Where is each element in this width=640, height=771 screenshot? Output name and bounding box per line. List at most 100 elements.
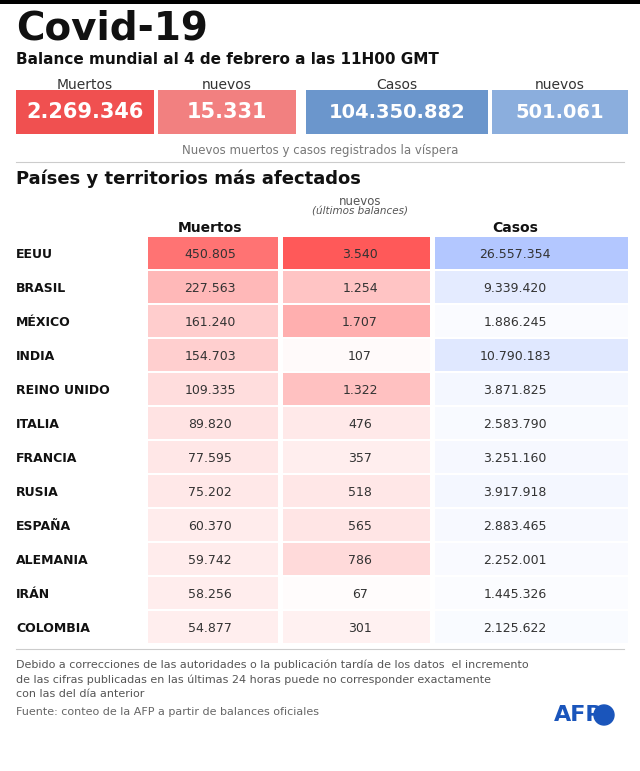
Text: 1.707: 1.707 bbox=[342, 315, 378, 328]
Text: Casos: Casos bbox=[492, 221, 538, 235]
Text: 1.254: 1.254 bbox=[342, 281, 378, 295]
Text: 26.557.354: 26.557.354 bbox=[479, 247, 551, 261]
Text: 501.061: 501.061 bbox=[516, 103, 604, 122]
Text: BRASIL: BRASIL bbox=[16, 281, 67, 295]
Text: 2.125.622: 2.125.622 bbox=[483, 621, 547, 635]
Text: 2.883.465: 2.883.465 bbox=[483, 520, 547, 533]
Text: AFP: AFP bbox=[554, 705, 602, 725]
Text: 107: 107 bbox=[348, 349, 372, 362]
Text: (últimos balances): (últimos balances) bbox=[312, 207, 408, 217]
FancyBboxPatch shape bbox=[435, 339, 628, 371]
FancyBboxPatch shape bbox=[435, 509, 628, 541]
FancyBboxPatch shape bbox=[435, 543, 628, 575]
Circle shape bbox=[594, 705, 614, 725]
FancyBboxPatch shape bbox=[148, 237, 278, 269]
Text: INDIA: INDIA bbox=[16, 349, 55, 362]
FancyBboxPatch shape bbox=[148, 305, 278, 337]
FancyBboxPatch shape bbox=[283, 611, 430, 643]
Text: 109.335: 109.335 bbox=[184, 383, 236, 396]
FancyBboxPatch shape bbox=[148, 339, 278, 371]
Text: ITALIA: ITALIA bbox=[16, 418, 60, 430]
Text: 67: 67 bbox=[352, 588, 368, 601]
Text: nuevos: nuevos bbox=[202, 78, 252, 92]
Text: 450.805: 450.805 bbox=[184, 247, 236, 261]
Text: 3.871.825: 3.871.825 bbox=[483, 383, 547, 396]
Text: IRÁN: IRÁN bbox=[16, 588, 50, 601]
Text: 1.322: 1.322 bbox=[342, 383, 378, 396]
Text: 9.339.420: 9.339.420 bbox=[483, 281, 547, 295]
Text: 89.820: 89.820 bbox=[188, 418, 232, 430]
FancyBboxPatch shape bbox=[435, 305, 628, 337]
FancyBboxPatch shape bbox=[148, 509, 278, 541]
FancyBboxPatch shape bbox=[283, 305, 430, 337]
FancyBboxPatch shape bbox=[148, 577, 278, 609]
Text: ESPAÑA: ESPAÑA bbox=[16, 520, 71, 533]
FancyBboxPatch shape bbox=[283, 407, 430, 439]
Text: Muertos: Muertos bbox=[178, 221, 243, 235]
FancyBboxPatch shape bbox=[283, 339, 430, 371]
Text: 1.445.326: 1.445.326 bbox=[483, 588, 547, 601]
FancyBboxPatch shape bbox=[0, 0, 640, 4]
FancyBboxPatch shape bbox=[148, 407, 278, 439]
FancyBboxPatch shape bbox=[435, 475, 628, 507]
Text: nuevos: nuevos bbox=[339, 195, 381, 208]
Text: 2.583.790: 2.583.790 bbox=[483, 418, 547, 430]
Text: 75.202: 75.202 bbox=[188, 486, 232, 499]
FancyBboxPatch shape bbox=[435, 577, 628, 609]
Text: 3.540: 3.540 bbox=[342, 247, 378, 261]
FancyBboxPatch shape bbox=[16, 90, 154, 134]
FancyBboxPatch shape bbox=[283, 441, 430, 473]
FancyBboxPatch shape bbox=[435, 373, 628, 405]
Text: 2.269.346: 2.269.346 bbox=[26, 102, 144, 122]
Text: RUSIA: RUSIA bbox=[16, 486, 59, 499]
FancyBboxPatch shape bbox=[435, 271, 628, 303]
Text: 10.790.183: 10.790.183 bbox=[479, 349, 551, 362]
Text: Debido a correcciones de las autoridades o la publicación tardía de los datos  e: Debido a correcciones de las autoridades… bbox=[16, 659, 529, 699]
FancyBboxPatch shape bbox=[158, 90, 296, 134]
Text: 1.886.245: 1.886.245 bbox=[483, 315, 547, 328]
Text: Nuevos muertos y casos registrados la víspera: Nuevos muertos y casos registrados la ví… bbox=[182, 144, 458, 157]
Text: ALEMANIA: ALEMANIA bbox=[16, 554, 88, 567]
Text: COLOMBIA: COLOMBIA bbox=[16, 621, 90, 635]
Text: 2.252.001: 2.252.001 bbox=[483, 554, 547, 567]
Text: 3.251.160: 3.251.160 bbox=[483, 452, 547, 464]
Text: 59.742: 59.742 bbox=[188, 554, 232, 567]
FancyBboxPatch shape bbox=[435, 407, 628, 439]
Text: 15.331: 15.331 bbox=[187, 102, 268, 122]
FancyBboxPatch shape bbox=[435, 441, 628, 473]
Text: 161.240: 161.240 bbox=[184, 315, 236, 328]
Text: Covid-19: Covid-19 bbox=[16, 10, 208, 48]
FancyBboxPatch shape bbox=[283, 271, 430, 303]
FancyBboxPatch shape bbox=[148, 373, 278, 405]
FancyBboxPatch shape bbox=[148, 441, 278, 473]
FancyBboxPatch shape bbox=[148, 611, 278, 643]
Text: Muertos: Muertos bbox=[57, 78, 113, 92]
Text: 786: 786 bbox=[348, 554, 372, 567]
FancyBboxPatch shape bbox=[148, 271, 278, 303]
Text: 518: 518 bbox=[348, 486, 372, 499]
Text: 3.917.918: 3.917.918 bbox=[483, 486, 547, 499]
Text: Fuente: conteo de la AFP a partir de balances oficiales: Fuente: conteo de la AFP a partir de bal… bbox=[16, 707, 319, 717]
Text: 58.256: 58.256 bbox=[188, 588, 232, 601]
FancyBboxPatch shape bbox=[283, 373, 430, 405]
Text: 154.703: 154.703 bbox=[184, 349, 236, 362]
FancyBboxPatch shape bbox=[148, 475, 278, 507]
Text: 357: 357 bbox=[348, 452, 372, 464]
FancyBboxPatch shape bbox=[283, 237, 430, 269]
Text: Balance mundial al 4 de febrero a las 11H00 GMT: Balance mundial al 4 de febrero a las 11… bbox=[16, 52, 439, 67]
FancyBboxPatch shape bbox=[283, 543, 430, 575]
Text: EEUU: EEUU bbox=[16, 247, 53, 261]
FancyBboxPatch shape bbox=[306, 90, 488, 134]
FancyBboxPatch shape bbox=[283, 577, 430, 609]
Text: nuevos: nuevos bbox=[535, 78, 585, 92]
Text: Países y territorios más afectados: Países y territorios más afectados bbox=[16, 170, 361, 188]
Text: 54.877: 54.877 bbox=[188, 621, 232, 635]
Text: 565: 565 bbox=[348, 520, 372, 533]
FancyBboxPatch shape bbox=[435, 237, 628, 269]
Text: 77.595: 77.595 bbox=[188, 452, 232, 464]
Text: 104.350.882: 104.350.882 bbox=[328, 103, 465, 122]
Text: Casos: Casos bbox=[376, 78, 417, 92]
FancyBboxPatch shape bbox=[492, 90, 628, 134]
FancyBboxPatch shape bbox=[148, 543, 278, 575]
Text: 60.370: 60.370 bbox=[188, 520, 232, 533]
